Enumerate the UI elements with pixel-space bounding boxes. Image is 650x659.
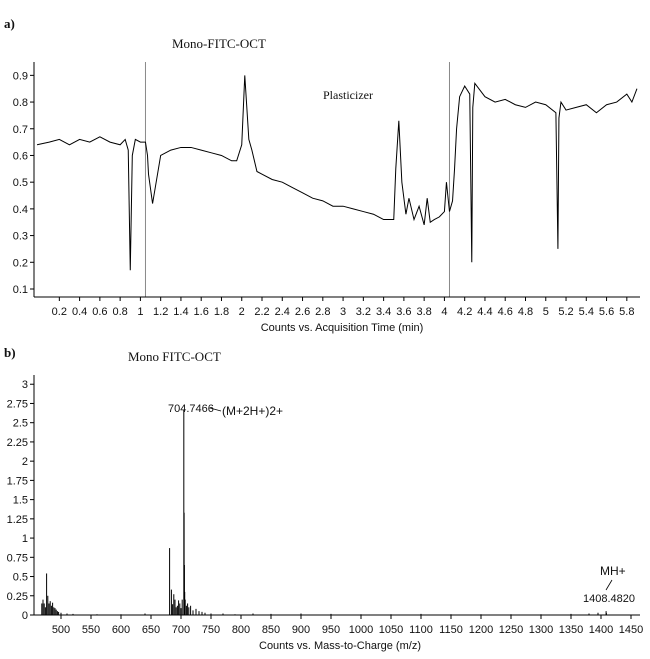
panel-b-annotations: 704.7466 (M+2H+)2+ MH+ 1408.4820 (168, 403, 635, 605)
x-tick-label: 0.4 (72, 306, 87, 318)
x-tick-label: 4.2 (457, 306, 472, 318)
y-tick-label: 0.75 (7, 552, 28, 564)
peak-label-704: 704.7466 (168, 403, 214, 415)
y-tick-label: 2.25 (7, 437, 28, 449)
x-tick-label: 1450 (619, 624, 643, 636)
panel-a-x-axis-label: Counts vs. Acquisition Time (min) (261, 322, 424, 334)
panel-a: a) Mono-FITC-OCT Plasticizer 0.10.20.30.… (4, 16, 640, 334)
y-tick-label: 3 (22, 379, 28, 391)
x-tick-label: 900 (292, 624, 310, 636)
panel-a-series (36, 75, 638, 271)
x-tick-label: 700 (172, 624, 190, 636)
panel-b-peaks (41, 409, 607, 615)
x-tick-label: 0.8 (112, 306, 127, 318)
panel-b-x-axis-label: Counts vs. Mass-to-Charge (m/z) (259, 640, 421, 652)
x-tick-label: 1200 (469, 624, 493, 636)
x-tick-label: 1050 (379, 624, 403, 636)
panel-a-title: Mono-FITC-OCT (172, 36, 266, 51)
chromatogram-trace (36, 75, 638, 271)
x-tick-label: 1.2 (153, 306, 168, 318)
x-tick-label: 2.6 (295, 306, 310, 318)
panel-b-y-ticks: 0 0.25 0.5 0.75 1 1.25 1.5 1.75 2 2.25 2.5 2.75 3 (7, 379, 34, 622)
y-tick-label: 2 (22, 456, 28, 468)
x-tick-label: 600 (112, 624, 130, 636)
x-tick-label: 1350 (559, 624, 583, 636)
y-tick-label: 0.7 (13, 124, 28, 136)
panel-a-plasticizer-label: Plasticizer (323, 88, 373, 102)
x-tick-label: 1.6 (194, 306, 209, 318)
ion-label-dication: (M+2H+)2+ (222, 404, 283, 418)
x-tick-label: 5.6 (599, 306, 614, 318)
x-tick-label: 1.4 (173, 306, 188, 318)
y-tick-label: 0.3 (13, 231, 28, 243)
y-tick-label: 1 (22, 533, 28, 545)
panel-a-x-ticks: 0.2 0.4 0.6 0.8 1 1.2 1.4 1.6 1.8 2 2.2 2.4 2.6 2.8 3 3… (52, 297, 634, 318)
y-tick-label: 0.2 (13, 257, 28, 269)
x-tick-label: 1300 (529, 624, 553, 636)
x-tick-label: 5.2 (558, 306, 573, 318)
x-tick-label: 3.2 (356, 306, 371, 318)
y-tick-label: 0.8 (13, 97, 28, 109)
panel-b-tag: b) (4, 345, 16, 360)
x-tick-label: 650 (142, 624, 160, 636)
x-tick-label: 1.8 (214, 306, 229, 318)
x-tick-label: 4.4 (477, 306, 492, 318)
y-tick-label: 0.6 (13, 150, 28, 162)
x-tick-label: 3.6 (396, 306, 411, 318)
x-tick-label: 4 (441, 306, 447, 318)
ion-label-dication-arrow (209, 407, 222, 412)
y-tick-label: 0.5 (13, 572, 28, 584)
x-tick-label: 0.6 (92, 306, 107, 318)
x-tick-label: 4.8 (518, 306, 533, 318)
x-tick-label: 2.2 (254, 306, 269, 318)
panel-a-y-ticks: 0.1 0.2 0.3 0.4 0.5 0.6 0.7 0.8 0.9 (13, 70, 34, 296)
x-tick-label: 1000 (349, 624, 373, 636)
y-tick-label: 2.75 (7, 398, 28, 410)
x-tick-label: 750 (202, 624, 220, 636)
y-tick-label: 0.9 (13, 70, 28, 82)
x-tick-label: 5.4 (579, 306, 594, 318)
y-tick-label: 1.25 (7, 514, 28, 526)
x-tick-label: 1400 (589, 624, 613, 636)
panel-a-tag: a) (4, 16, 15, 31)
ion-label-mh: MH+ (600, 564, 626, 578)
x-tick-label: 3.8 (417, 306, 432, 318)
x-tick-label: 1250 (499, 624, 523, 636)
x-tick-label: 2 (239, 306, 245, 318)
x-tick-label: 550 (82, 624, 100, 636)
x-tick-label: 0.2 (52, 306, 67, 318)
x-tick-label: 2.8 (315, 306, 330, 318)
y-tick-label: 0 (22, 610, 28, 622)
y-tick-label: 1.5 (13, 495, 28, 507)
x-tick-label: 500 (52, 624, 70, 636)
y-tick-label: 0.25 (7, 591, 28, 603)
x-tick-label: 4.6 (498, 306, 513, 318)
x-tick-label: 3 (340, 306, 346, 318)
x-tick-label: 1150 (439, 624, 463, 636)
panel-a-marker-lines (144, 62, 450, 297)
y-tick-label: 1.75 (7, 475, 28, 487)
x-tick-label: 850 (262, 624, 280, 636)
x-tick-label: 950 (322, 624, 340, 636)
peak-label-1408: 1408.4820 (583, 593, 635, 605)
x-tick-label: 5 (543, 306, 549, 318)
ion-label-mh-arrow (605, 579, 613, 591)
x-tick-label: 5.8 (619, 306, 634, 318)
x-tick-label: 800 (232, 624, 250, 636)
x-tick-label: 3.4 (376, 306, 391, 318)
y-tick-label: 2.5 (13, 418, 28, 430)
y-tick-label: 0.4 (13, 204, 28, 216)
x-tick-label: 1 (137, 306, 143, 318)
panel-b-x-ticks: 500 550 600 650 700 750 800 850 900 950 1000 1050 11… (52, 615, 643, 636)
panel-b-title: Mono FITC-OCT (128, 349, 221, 364)
y-tick-label: 0.5 (13, 177, 28, 189)
x-tick-label: 1100 (409, 624, 433, 636)
y-tick-label: 0.1 (13, 284, 28, 296)
panel-b: b) Mono FITC-OCT 0 0.25 0.5 0.75 1 1.25 1.5 1.7… (4, 345, 643, 652)
x-tick-label: 2.4 (275, 306, 290, 318)
